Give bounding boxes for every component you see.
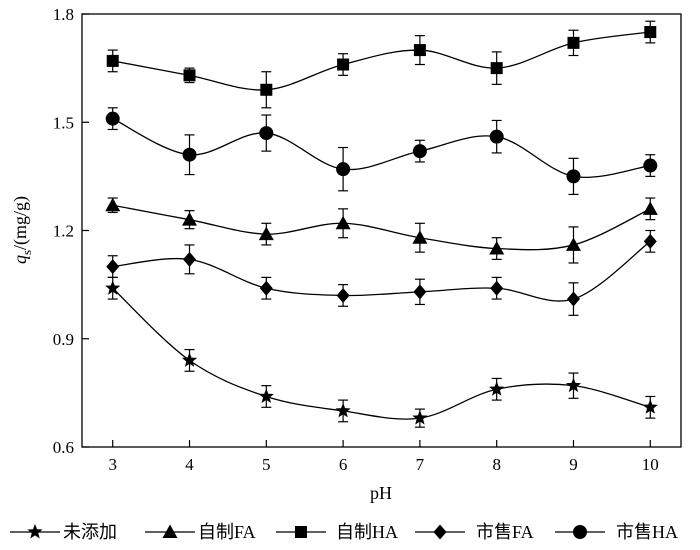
data-point (490, 62, 503, 75)
y-axis-subscript: s (19, 250, 34, 255)
legend-marker (573, 525, 587, 539)
data-point (105, 197, 121, 212)
data-point (412, 410, 428, 425)
legend-marker (433, 524, 447, 540)
series-line (112, 118, 651, 178)
data-point (566, 169, 581, 184)
data-point (105, 280, 121, 295)
x-tick-label: 4 (185, 455, 194, 474)
data-point (258, 226, 274, 241)
y-tick-label: 1.5 (53, 113, 74, 132)
legend-marker (27, 524, 43, 539)
data-point (642, 399, 658, 414)
data-point (335, 215, 351, 230)
y-axis-title: qs/(mg/g) (10, 196, 34, 264)
data-point (336, 162, 351, 177)
data-point (106, 54, 119, 67)
data-point (412, 230, 428, 244)
y-axis-symbol: q (10, 255, 30, 264)
data-point (489, 241, 505, 255)
x-axis-title: pH (370, 483, 392, 503)
data-point (182, 212, 198, 226)
data-point (181, 352, 198, 367)
data-point (567, 36, 580, 49)
legend-label: 市售HA (616, 522, 678, 542)
x-tick-label: 9 (569, 455, 578, 474)
data-point (337, 58, 350, 71)
data-point (565, 377, 582, 393)
legend-label: 自制FA (198, 522, 256, 542)
legend-label: 市售FA (476, 522, 534, 542)
data-point (413, 44, 426, 57)
legend-label: 自制HA (336, 522, 398, 542)
axes: 3 4 5 6 7 8 9 10 0.6 0.9 1.2 1.5 1.8 (53, 5, 659, 474)
data-point (105, 111, 120, 126)
data-point (413, 284, 427, 300)
data-point (336, 287, 350, 303)
legend-marker (162, 524, 178, 538)
data-point (106, 259, 120, 275)
x-tick-label: 5 (262, 455, 271, 474)
x-tick-label: 8 (492, 455, 501, 474)
legend-label: 未添加 (63, 522, 117, 542)
data-point (183, 69, 196, 82)
y-tick-label: 1.2 (53, 222, 74, 241)
data-point (183, 251, 197, 267)
data-point (335, 402, 351, 418)
data-point (412, 144, 427, 159)
legend-marker (295, 526, 307, 538)
y-tick-label: 0.6 (53, 438, 74, 457)
data-point (259, 126, 274, 141)
x-tick-label: 3 (108, 455, 117, 474)
legend: 未添加 自制FA 自制HA 市售FA 市售HA (10, 522, 678, 542)
data-point (182, 147, 197, 162)
data-point (642, 201, 658, 215)
data-point (565, 237, 581, 251)
y-axis-unit: /(mg/g) (10, 196, 31, 250)
data-point (644, 26, 657, 39)
series-line (112, 31, 651, 91)
x-tick-label: 6 (339, 455, 348, 474)
x-tick-label: 7 (416, 455, 425, 474)
data-point (643, 158, 658, 173)
data-point (489, 381, 505, 396)
x-tick-label: 10 (642, 455, 659, 474)
series-markers (105, 26, 658, 425)
series-line (112, 287, 651, 420)
y-tick-label: 0.9 (53, 330, 74, 349)
data-point (490, 280, 504, 296)
data-point (489, 129, 504, 144)
data-point (260, 83, 273, 96)
data-point (258, 388, 274, 403)
y-tick-label: 1.8 (53, 5, 74, 24)
data-point (259, 280, 273, 296)
data-point (643, 233, 657, 249)
data-point (566, 291, 580, 307)
plot-frame (81, 13, 682, 448)
